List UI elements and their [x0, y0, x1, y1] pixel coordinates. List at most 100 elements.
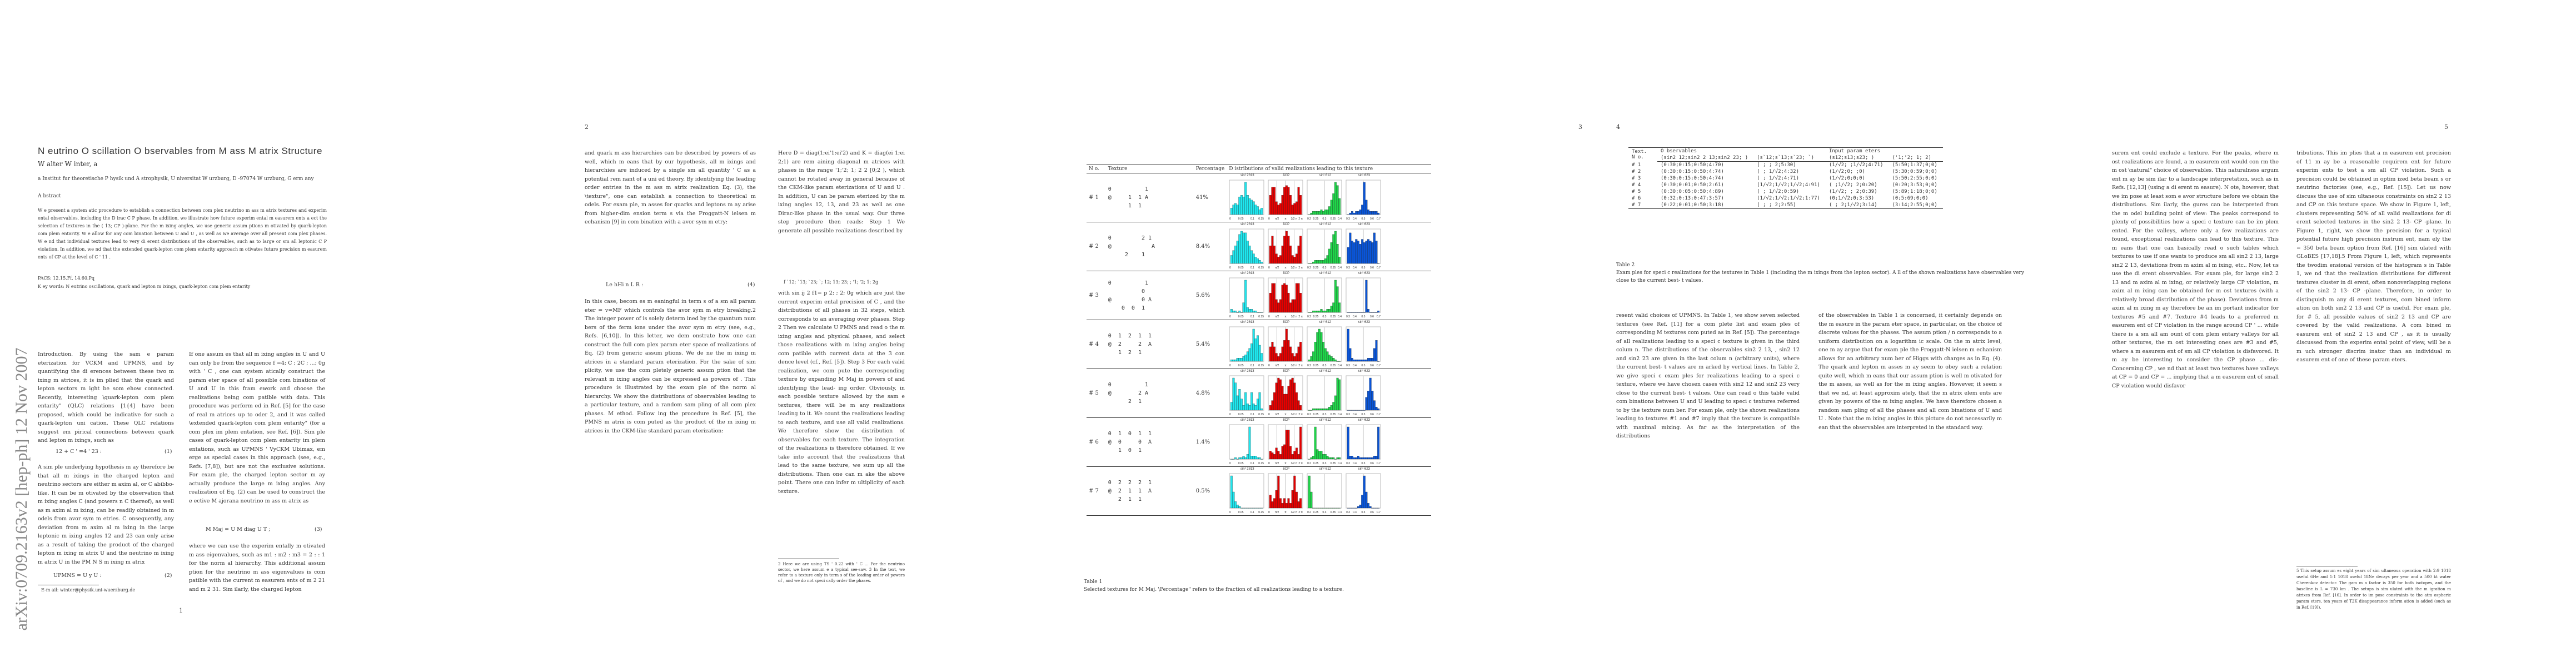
histogram-tick-label: 0.1 [1250, 217, 1254, 221]
histogram-label: sin² θ12 [1319, 223, 1331, 226]
histogram-bar [1260, 459, 1263, 460]
histogram-tick-label: 0 [1268, 266, 1270, 270]
histogram-bar [1347, 247, 1350, 264]
histogram-bar [1296, 253, 1298, 264]
table2-phases: (5:50;1:37;0;0) [1892, 162, 1937, 168]
histogram-tick-label: 0.25 [1313, 511, 1319, 514]
texture-matrix: 0 2 1 @ A 2 1 [1105, 222, 1194, 271]
histogram-tick-label: 2 π [1299, 364, 1303, 367]
histogram-bar [1351, 312, 1354, 313]
equation-2-number: (2) [165, 573, 172, 579]
histogram: sin² 2θ13 0 0.05 0.1 0.15 [1229, 272, 1265, 319]
histogram-bar [1347, 328, 1350, 362]
histogram-tick-label: 3/2 π [1291, 462, 1298, 465]
histogram-bar [1285, 185, 1288, 215]
histogram-bar [1240, 312, 1243, 313]
histogram-bar [1273, 283, 1276, 313]
histogram-bar [1237, 358, 1239, 362]
histogram-label: sin² 2θ13 [1240, 174, 1254, 177]
histogram-tick-label: 0 [1229, 266, 1231, 270]
histogram-bar [1254, 257, 1257, 264]
histogram-tick-label: 0.35 [1331, 266, 1336, 270]
histogram-tick-label: 0.15 [1259, 462, 1264, 465]
histogram-bar [1308, 263, 1311, 264]
histogram-plot: 0.3 0.4 0.5 0.6 0.7 [1346, 180, 1381, 221]
histogram-bar [1349, 348, 1352, 362]
histogram-bar [1331, 405, 1333, 411]
histogram-bar [1269, 405, 1272, 411]
texture-matrix: 0 1 2 1 1 @ 2 2 A 1 2 1 [1105, 320, 1194, 369]
histogram-bar [1250, 309, 1253, 313]
histogram-bar [1289, 245, 1292, 264]
histogram-label: δCP [1283, 419, 1290, 422]
table2-phases: (0;5:69;0;0) [1892, 196, 1929, 201]
histogram-frame [1229, 424, 1264, 460]
texture-number: # 1 [1087, 173, 1106, 222]
histogram-bar [1355, 507, 1358, 509]
histogram-bar [1260, 507, 1263, 509]
histogram-bar [1260, 312, 1263, 313]
histogram-bar [1332, 358, 1335, 362]
histogram-label: sin² θ23 [1358, 272, 1370, 275]
histogram-bar [1275, 253, 1278, 264]
histogram-bar [1353, 212, 1356, 215]
histogram-bar [1369, 377, 1372, 411]
histogram-tick-label: 0.05 [1238, 511, 1244, 514]
histogram-bar [1363, 312, 1366, 313]
histogram-bar [1258, 260, 1261, 264]
histogram-bar [1289, 379, 1292, 411]
histogram-bar [1371, 358, 1374, 362]
histogram-bar [1283, 394, 1286, 411]
histogram-bar [1297, 187, 1300, 215]
histogram-bar [1373, 312, 1376, 313]
histogram-plot: 0 0.05 0.1 0.15 [1229, 180, 1264, 221]
histogram-bar [1318, 507, 1321, 509]
histogram-bar [1293, 382, 1296, 411]
page4-column-3: surem ent could exclude a texture. For t… [2112, 150, 2279, 389]
histogram-bar [1285, 430, 1288, 460]
page-number: 1 [179, 607, 183, 614]
histogram-bar [1365, 200, 1368, 215]
histogram-bar [1230, 208, 1233, 215]
table2-charged-lepton-params: (1/√2;1/√2;1/√2;1:77) [1757, 196, 1820, 201]
histogram-plot: 0 0.05 0.1 0.15 [1229, 375, 1264, 416]
histogram-label: δCP [1283, 223, 1290, 226]
histogram-bar [1371, 242, 1374, 264]
histogram-bar [1279, 379, 1282, 411]
histogram-label: sin² θ23 [1358, 174, 1370, 177]
histogram-tick-label: 0.3 [1323, 266, 1327, 270]
histogram-bar [1237, 459, 1239, 460]
histogram-tick-label: 2 π [1299, 511, 1303, 514]
histogram-bar [1331, 457, 1333, 460]
histogram-bar [1254, 507, 1257, 509]
histogram-bar [1365, 241, 1368, 264]
histogram-bar [1326, 309, 1329, 313]
histogram-bar [1271, 400, 1274, 411]
histogram-bar [1237, 505, 1239, 509]
texture-number: # 4 [1087, 320, 1106, 369]
histogram-bar [1331, 200, 1333, 215]
histogram-bar [1283, 340, 1286, 362]
histogram-bar [1363, 359, 1366, 362]
histogram-tick-label: 0.2 [1307, 315, 1311, 318]
histogram-tick-label: 0.4 [1338, 266, 1342, 270]
histogram-bar [1373, 507, 1376, 509]
histogram-bar [1253, 404, 1255, 411]
histogram-bar [1293, 451, 1296, 460]
histogram-tick-label: 0.5 [1362, 413, 1366, 416]
table2-phases: (3:14;2:55;0;0) [1889, 202, 1943, 209]
histogram-bar [1367, 358, 1370, 362]
texture-percentage: 8.4% [1193, 222, 1227, 271]
histogram-label: δCP [1283, 370, 1290, 373]
histogram-tick-label: π [1285, 364, 1287, 367]
table2-neutrino-params: (1/√2;0; ;0) [1828, 169, 1865, 175]
histogram-bar [1361, 239, 1364, 264]
histogram-plot: 0 0.05 0.1 0.15 [1229, 277, 1264, 318]
table1-caption-label: Table 1 [1084, 579, 1103, 585]
footnote-email: E-m ail: winter@physik.uni-wuerzburg.de [41, 588, 136, 593]
histogram-bar [1322, 260, 1325, 264]
histogram-label: sin² θ23 [1358, 223, 1370, 226]
histogram-bar [1355, 312, 1358, 313]
histogram-bar [1316, 507, 1319, 509]
